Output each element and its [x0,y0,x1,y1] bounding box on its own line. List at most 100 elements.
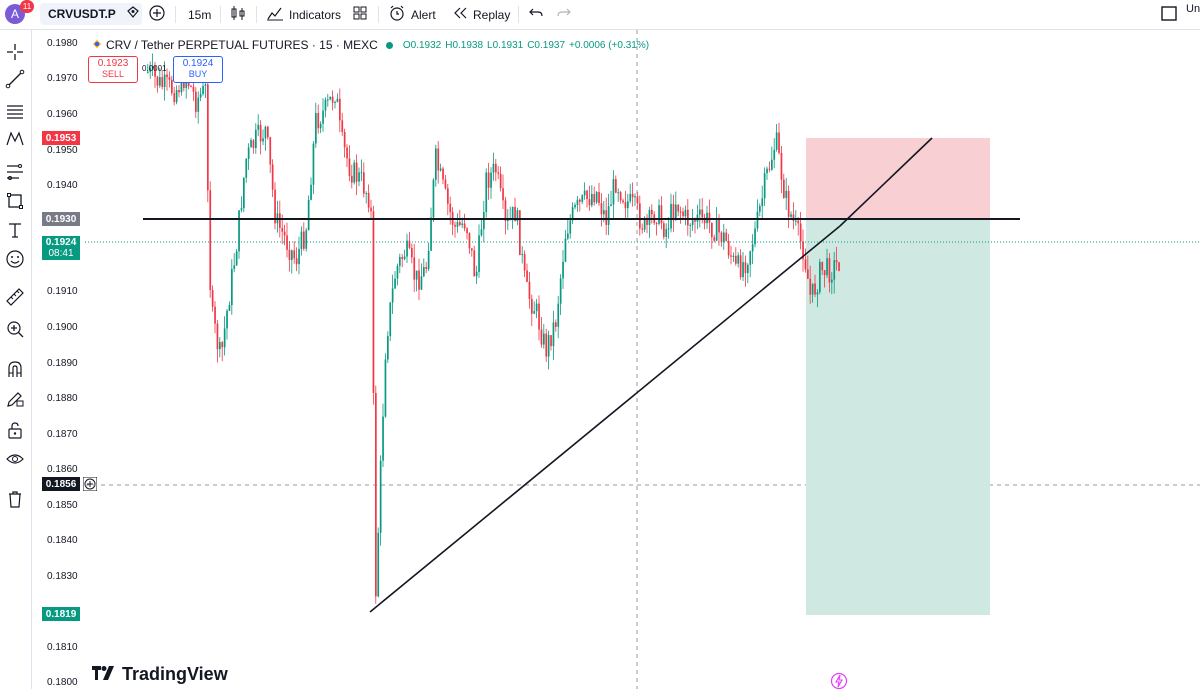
candle-body [543,333,545,345]
candle-body [768,168,771,170]
chart-canvas[interactable] [85,30,1200,689]
stop-loss-price-label: 0.1953 [42,131,80,145]
candle-body [533,311,536,314]
candle-body [228,305,231,311]
candle-body [463,223,466,229]
candle-body [363,172,365,194]
legend-title[interactable]: CRV / Tether PERPETUAL FUTURES · 15 · ME… [106,38,378,52]
candle-body [610,204,612,207]
candle-body [739,255,742,278]
candle-body [221,342,224,348]
candle-body [514,206,516,222]
candle-body [190,85,192,87]
undo-icon [528,6,544,23]
legend-open: O0.1932 [402,39,442,51]
icons-tool[interactable] [4,248,26,270]
candle-body [634,196,636,198]
favorite-icon[interactable] [126,5,140,24]
zoom-in-tool[interactable] [4,318,26,340]
candle-body [485,172,488,213]
candle-body [823,270,826,276]
alert-button[interactable]: Alert [388,0,436,29]
pattern-tool[interactable] [4,128,26,150]
candle-body [303,231,305,249]
candle-body [216,323,219,350]
lock-icon [8,422,22,439]
candle-body [747,264,749,274]
lightning-icon[interactable] [830,672,848,690]
stay-in-drawing-mode-tool[interactable] [4,388,26,410]
candle-body [305,230,308,249]
buy-button[interactable]: 0.1924 BUY [173,56,223,83]
candle-body [163,74,166,88]
candle-body [667,228,670,230]
candle-body [459,222,461,225]
candle-body [687,209,689,226]
replay-button[interactable]: Replay [452,0,510,29]
measure-tool[interactable] [4,286,26,308]
top-toolbar: A 11 CRVUSDT.P 15m Indicators [0,0,1200,30]
candle-body [828,258,831,283]
candle-body [720,232,723,243]
hide-drawings-tool[interactable] [4,448,26,470]
candle-body [243,177,245,209]
risk-reward-diagonal-line[interactable] [839,137,933,227]
candle-body [814,283,816,295]
candle-body [821,261,824,271]
candle-body [327,99,329,101]
stop-loss-zone[interactable] [806,138,990,219]
forecast-tool[interactable] [4,161,26,183]
fib-tool[interactable] [4,101,26,123]
chart-type-button[interactable] [230,0,246,29]
remove-drawings-tool[interactable] [4,488,26,510]
take-profit-zone[interactable] [806,219,990,615]
lock-drawings-tool[interactable] [4,419,26,441]
drawing-toolbar [0,30,32,689]
candle-body [483,212,485,230]
candle-body [615,179,617,193]
add-circle-icon [148,4,166,25]
layouts-button[interactable] [352,0,368,29]
price-axis[interactable]: 0.1980 0.1970 0.1960 0.1950 0.1940 0.191… [31,30,81,689]
interval-button[interactable]: 15m [188,0,211,29]
candle-body [202,85,204,94]
magnet-tool[interactable] [4,358,26,380]
candle-body [358,172,360,182]
candle-body [519,210,521,255]
undo-button[interactable] [528,0,544,29]
ascending-trend-line[interactable] [369,225,841,613]
tv-logo-icon [92,664,116,685]
candle-body [715,218,718,241]
candle-body [281,227,284,232]
fullscreen-checkbox[interactable] [1160,0,1178,29]
symbol-search-button[interactable]: CRVUSDT.P [40,3,142,25]
chart-legend: CRV / Tether PERPETUAL FUTURES · 15 · ME… [92,38,649,52]
sell-button[interactable]: 0.1923 SELL [88,56,138,83]
candle-body [384,359,387,417]
candle-body [504,200,507,222]
candle-body [807,269,809,279]
trend-line-tool[interactable] [4,68,26,90]
grid-icon [352,5,368,24]
candle-body [711,222,713,238]
indicators-button[interactable]: Indicators [266,0,341,29]
candle-body [298,248,300,265]
alarm-clock-icon [388,4,406,25]
redo-icon [556,6,572,23]
candle-body [749,251,752,265]
candle-body [171,79,173,94]
candle-body [516,210,519,222]
candle-body [211,290,214,307]
compare-symbol-button[interactable] [148,0,166,29]
candle-body [339,98,341,121]
crosshair-tool[interactable] [4,41,26,63]
candle-body [468,233,471,249]
candle-body [744,262,747,274]
text-icon [9,223,21,238]
tradingview-logo[interactable]: TradingView [92,664,228,685]
unnamed-layout-button[interactable]: Un [1186,0,1200,29]
redo-button[interactable] [556,0,572,29]
shapes-tool[interactable] [4,190,26,212]
candle-body [655,222,658,224]
text-tool[interactable] [4,219,26,241]
